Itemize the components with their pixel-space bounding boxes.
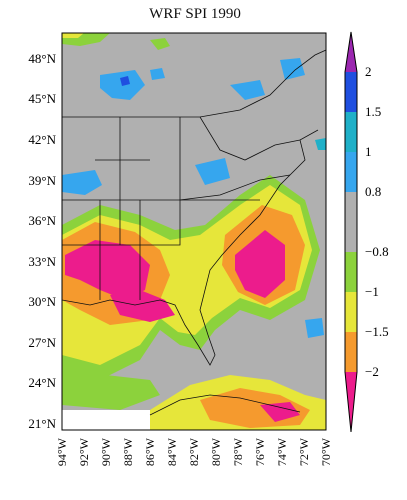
drought-zone-gulf-south bbox=[62, 370, 160, 410]
lon-tick-label: 72°W bbox=[297, 437, 311, 466]
lat-tick-label: 39°N bbox=[28, 173, 56, 188]
map-plot-area bbox=[62, 33, 326, 430]
lon-tick-label: 92°W bbox=[77, 437, 91, 466]
colorbar-bin bbox=[345, 72, 357, 112]
colorbar-bin bbox=[345, 292, 357, 332]
wet-patch-atlantic bbox=[305, 318, 324, 338]
lon-tick-label: 76°W bbox=[253, 437, 267, 466]
colorbar-outline bbox=[344, 31, 358, 433]
longitude-ticks: 94°W 92°W 90°W 88°W 86°W 84°W 82°W 80°W … bbox=[55, 437, 333, 466]
colorbar-bin bbox=[345, 152, 357, 192]
colorbar-bin bbox=[345, 192, 357, 252]
colorbar-bin bbox=[345, 252, 357, 292]
lat-tick-label: 48°N bbox=[28, 51, 56, 66]
latitude-ticks: 48°N 45°N 42°N 39°N 36°N 33°N 30°N 27°N … bbox=[28, 51, 56, 431]
wet-patch-ohio bbox=[195, 158, 230, 185]
lon-tick-label: 80°W bbox=[209, 437, 223, 466]
colorbar-label: −1 bbox=[365, 284, 379, 299]
colorbar-bottom-triangle bbox=[345, 372, 357, 432]
wet-patch-coast bbox=[315, 138, 326, 150]
dry-patch-green bbox=[150, 38, 170, 50]
coastlines bbox=[62, 49, 326, 416]
wet-patch-small bbox=[150, 68, 165, 80]
drought-zone-extreme-gulf bbox=[65, 240, 150, 300]
lon-tick-label: 90°W bbox=[99, 437, 113, 466]
map-title: WRF SPI 1990 bbox=[149, 6, 241, 22]
lat-tick-label: 42°N bbox=[28, 132, 56, 147]
lon-tick-label: 88°W bbox=[121, 437, 135, 466]
lon-tick-label: 74°W bbox=[275, 437, 289, 466]
lat-tick-label: 27°N bbox=[28, 335, 56, 350]
colorbar: 2 1.5 1 0.8 −0.8 −1 −1.5 −2 bbox=[344, 31, 389, 433]
lon-tick-label: 78°W bbox=[231, 437, 245, 466]
colorbar-label: 0.8 bbox=[365, 184, 381, 199]
colorbar-label: −0.8 bbox=[365, 244, 389, 259]
lat-tick-label: 45°N bbox=[28, 91, 56, 106]
no-data-region bbox=[62, 410, 157, 430]
drought-zone-caribbean-extreme bbox=[260, 402, 300, 422]
lon-tick-label: 84°W bbox=[165, 437, 179, 466]
lon-tick-label: 94°W bbox=[55, 437, 69, 466]
lon-tick-label: 86°W bbox=[143, 437, 157, 466]
colorbar-label: −2 bbox=[365, 364, 379, 379]
colorbar-label: 1.5 bbox=[365, 104, 381, 119]
lat-tick-label: 21°N bbox=[28, 416, 56, 431]
lon-tick-label: 82°W bbox=[187, 437, 201, 466]
wet-patch-west bbox=[62, 170, 102, 195]
drought-zone-extreme-coast bbox=[110, 290, 175, 322]
lat-tick-label: 24°N bbox=[28, 375, 56, 390]
colorbar-label: 2 bbox=[365, 64, 372, 79]
colorbar-bin bbox=[345, 112, 357, 152]
colorbar-bin bbox=[345, 332, 357, 372]
wet-core-great-lakes bbox=[120, 76, 130, 86]
lon-tick-label: 70°W bbox=[319, 437, 333, 466]
lat-tick-label: 36°N bbox=[28, 213, 56, 228]
dry-patch-north-yellow bbox=[62, 33, 84, 38]
colorbar-label: 1 bbox=[365, 144, 372, 159]
lat-tick-label: 33°N bbox=[28, 254, 56, 269]
map-frame bbox=[61, 32, 327, 431]
colorbar-top-triangle bbox=[345, 32, 357, 72]
lat-tick-label: 30°N bbox=[28, 294, 56, 309]
colorbar-label: −1.5 bbox=[365, 324, 389, 339]
wet-patch-maine bbox=[280, 58, 305, 80]
drought-zone-extreme-carolinas bbox=[235, 230, 285, 298]
wet-patch-northeast bbox=[230, 80, 265, 100]
